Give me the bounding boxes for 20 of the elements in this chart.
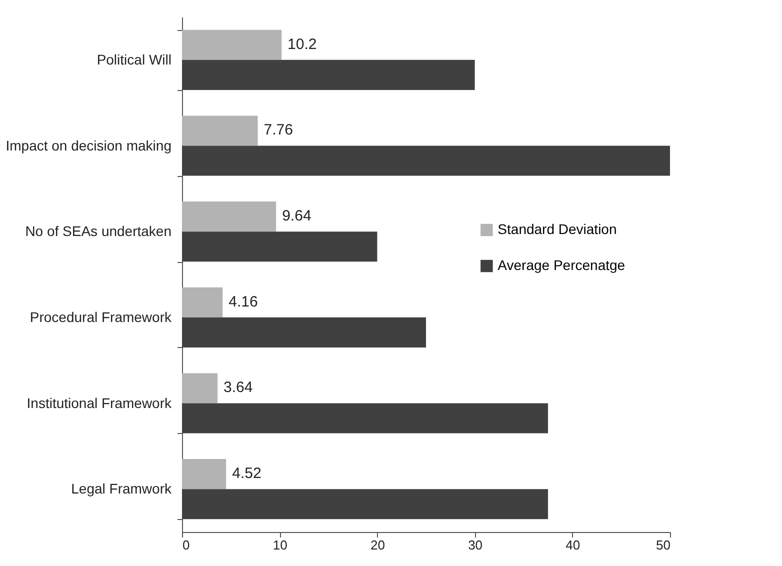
legend-label: Standard Deviation [498,221,617,237]
y-tick-label: Impact on decision making [6,137,172,154]
y-tick-label: Institutional Framework [26,394,172,411]
legend-label: Average Percenatge [498,257,626,273]
y-tick-label: Procedural Framework [30,308,172,325]
x-tick-label: 20 [370,538,385,552]
x-tick-label: 40 [566,538,580,552]
y-tick-label: Political Will [96,51,172,68]
data-label: 3.64 [224,379,253,396]
data-label: 9.64 [282,208,312,225]
x-tick-label: 10 [272,538,288,552]
x-tick-label: 0 [182,538,190,552]
data-label: 7.76 [264,122,293,139]
data-label: 4.52 [232,465,262,482]
y-tick-label: No of SEAs undertaken [25,223,172,240]
y-tick-label: Legal Framwork [71,480,172,497]
x-tick-label: 30 [468,538,483,552]
data-label: 10.2 [288,36,317,53]
data-label: 4.16 [228,293,258,310]
x-tick-label: 50 [656,538,670,552]
